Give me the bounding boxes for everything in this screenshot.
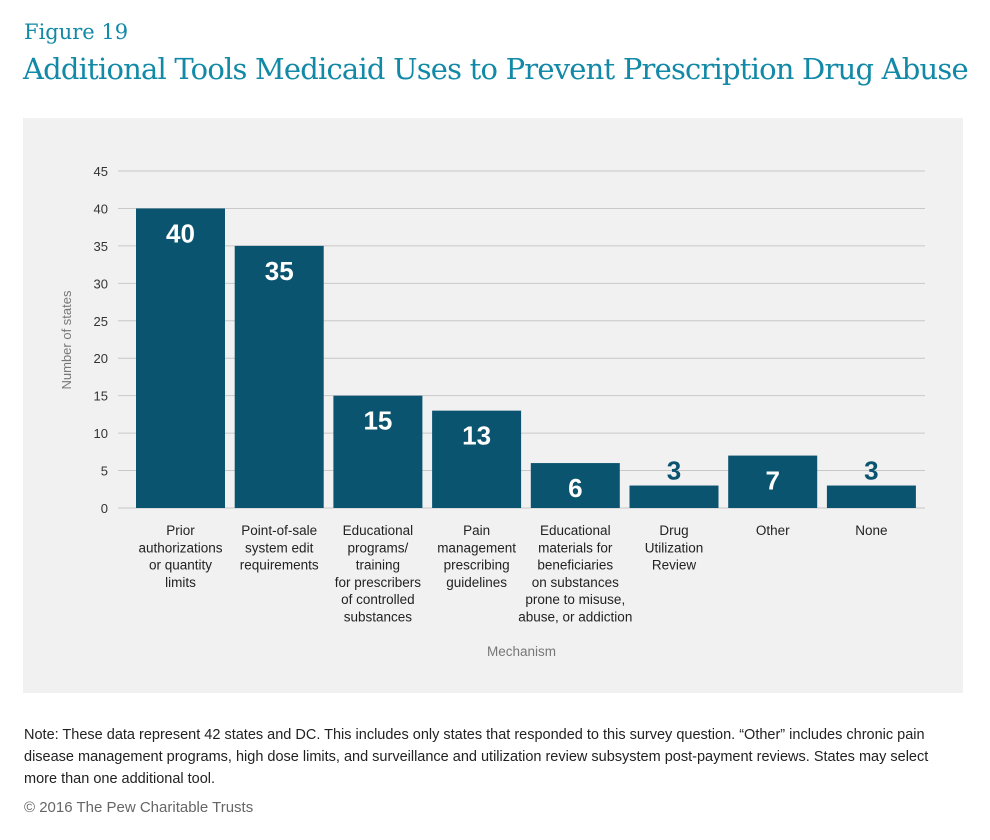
bar [629,485,719,508]
copyright: © 2016 The Pew Charitable Trusts [24,799,254,816]
x-tick-label: Drug [659,523,688,538]
y-tick-label: 5 [101,464,108,479]
data-label: 40 [166,218,195,248]
x-tick-label: materials for [538,540,613,555]
data-label: 3 [667,456,681,486]
figure-label: Figure 19 [24,20,129,44]
x-tick-label: None [855,523,887,538]
data-label: 6 [568,473,582,503]
bar [826,485,916,508]
x-tick-label: prone to misuse, [525,592,625,607]
x-axis-label: Mechanism [487,644,556,659]
bar [333,395,423,508]
x-tick-label: limits [165,575,196,590]
x-tick-label: training [356,558,400,573]
y-tick-label: 45 [94,164,108,179]
x-tick-label: Other [756,523,790,538]
y-tick-label: 40 [94,201,108,216]
x-tick-label: guidelines [446,575,507,590]
x-tick-label: authorizations [138,540,222,555]
x-tick-label: or quantity [149,558,212,573]
x-tick-label: Prior [166,523,195,538]
x-tick-label: Pain [463,523,490,538]
x-tick-label: beneficiaries [537,558,613,573]
y-tick-label: 0 [101,501,108,516]
x-tick-label: on substances [532,575,619,590]
data-label: 13 [462,421,491,451]
x-tick-label: abuse, or addiction [518,610,632,625]
x-tick-label: Educational [343,523,414,538]
bar [530,463,620,508]
x-tick-label: Review [652,558,697,573]
bar [432,410,522,508]
x-tick-label: prescribing [444,558,510,573]
bar [136,208,225,508]
x-tick-label: management [437,540,516,555]
x-tick-label: substances [344,610,413,625]
bar [234,245,324,508]
data-label: 7 [765,466,779,496]
data-label: 35 [265,256,294,286]
x-tick-label: requirements [240,558,319,573]
y-tick-label: 20 [94,351,108,366]
note: Note: These data represent 42 states and… [24,727,929,787]
y-tick-label: 25 [94,314,108,329]
bar [728,455,818,508]
y-tick-label: 30 [94,276,108,291]
x-tick-label: system edit [245,540,314,555]
y-tick-label: 10 [94,426,108,441]
y-axis-label: Number of states [59,290,74,389]
chart-title: Additional Tools Medicaid Uses to Preven… [23,52,969,86]
y-tick-label: 15 [94,389,108,404]
data-label: 3 [864,456,878,486]
x-tick-label: of controlled [341,592,415,607]
x-tick-label: Educational [540,523,611,538]
x-tick-label: Utilization [645,540,704,555]
x-tick-label: for prescribers [335,575,422,590]
data-label: 15 [363,406,392,436]
x-tick-label: programs/ [348,540,409,555]
x-tick-label: Point-of-sale [241,523,317,538]
y-tick-label: 35 [94,239,108,254]
